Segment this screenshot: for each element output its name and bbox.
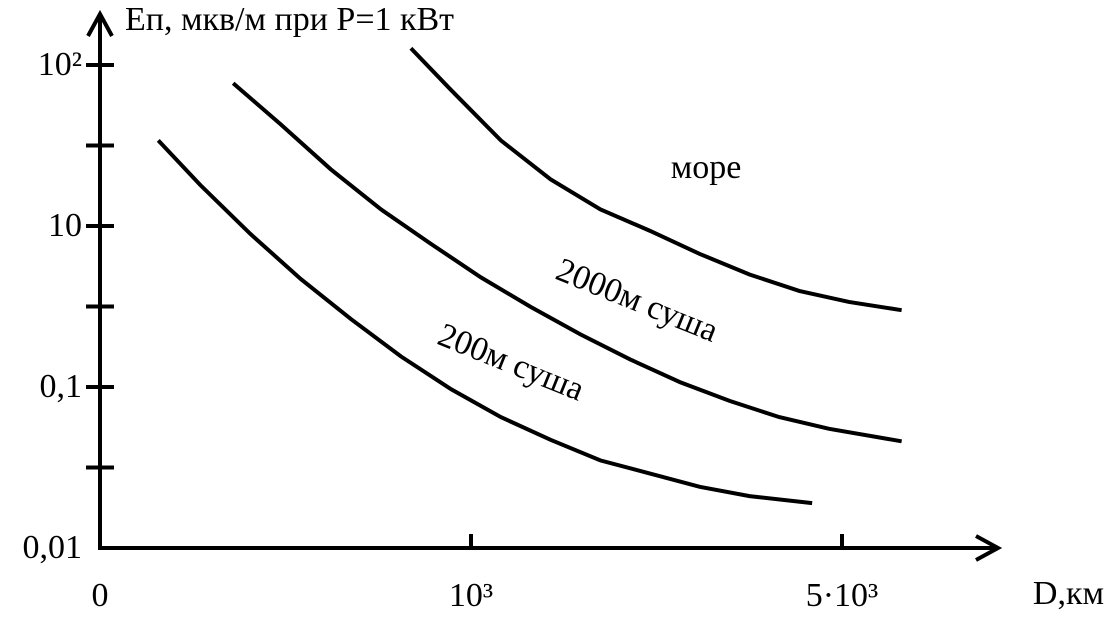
x-tick-label: 0 [92, 577, 109, 614]
y-tick-label: 10 [48, 207, 82, 244]
y-axis-arrow [86, 9, 114, 37]
y-tick-label: 10² [38, 46, 82, 83]
x-axis-arrow [975, 534, 1003, 562]
y-tick-label: 0,1 [40, 368, 83, 405]
series-label: море [671, 149, 742, 186]
curve [231, 81, 902, 444]
x-tick-label: 5·10³ [806, 577, 879, 614]
x-axis-label: D,км [1033, 575, 1104, 612]
series-label: 200м суша [433, 317, 590, 409]
series-label: 2000м суша [551, 251, 723, 349]
curve [409, 46, 902, 313]
chart-title: Eп, мкв/м при P=1 кВт [125, 1, 454, 38]
y-tick-label: 0,01 [23, 529, 83, 566]
curve [156, 139, 813, 506]
x-tick-label: 10³ [449, 577, 493, 614]
